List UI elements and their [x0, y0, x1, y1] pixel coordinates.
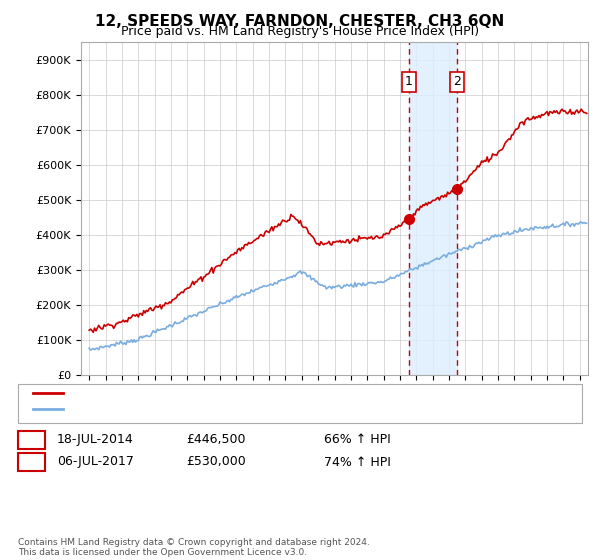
Text: 74% ↑ HPI: 74% ↑ HPI [324, 455, 391, 469]
Text: 2: 2 [454, 76, 461, 88]
Text: £530,000: £530,000 [186, 455, 246, 469]
Text: 12, SPEEDS WAY, FARNDON, CHESTER, CH3 6QN (detached house): 12, SPEEDS WAY, FARNDON, CHESTER, CH3 6Q… [69, 388, 416, 398]
Text: 1: 1 [405, 76, 413, 88]
Text: 66% ↑ HPI: 66% ↑ HPI [324, 433, 391, 446]
Bar [409, 42, 457, 375]
Text: 18-JUL-2014: 18-JUL-2014 [57, 433, 134, 446]
Text: 1: 1 [28, 433, 35, 446]
Text: Price paid vs. HM Land Registry's House Price Index (HPI): Price paid vs. HM Land Registry's House … [121, 25, 479, 38]
Text: £446,500: £446,500 [186, 433, 245, 446]
Text: Contains HM Land Registry data © Crown copyright and database right 2024.
This d: Contains HM Land Registry data © Crown c… [18, 538, 370, 557]
Text: 2: 2 [28, 455, 35, 469]
Text: 06-JUL-2017: 06-JUL-2017 [57, 455, 134, 469]
Text: HPI: Average price, detached house, Cheshire West and Chester: HPI: Average price, detached house, Ches… [69, 404, 404, 414]
Text: 12, SPEEDS WAY, FARNDON, CHESTER, CH3 6QN: 12, SPEEDS WAY, FARNDON, CHESTER, CH3 6Q… [95, 14, 505, 29]
